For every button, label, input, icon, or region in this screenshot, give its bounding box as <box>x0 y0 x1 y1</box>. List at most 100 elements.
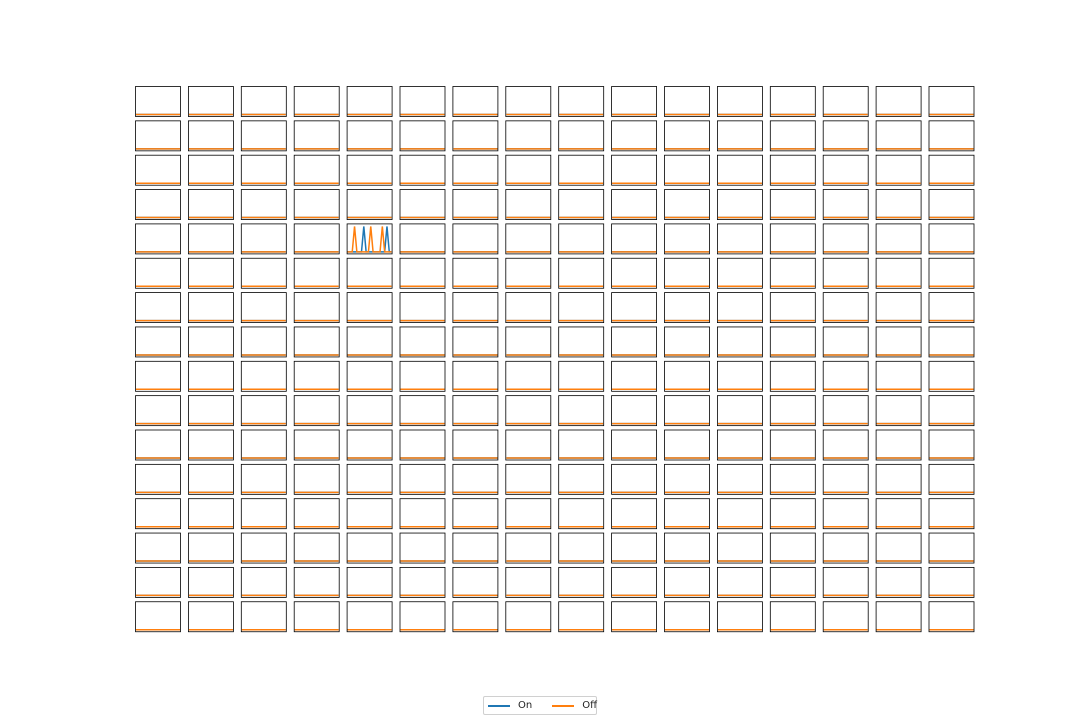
panel-13-10 <box>664 532 710 564</box>
panel-frame <box>875 154 922 186</box>
panel-0-12 <box>769 86 816 117</box>
panel-2-3 <box>293 154 340 186</box>
panel-14-4 <box>346 567 393 598</box>
panel-frame <box>505 360 552 392</box>
panel-13-11 <box>717 532 763 564</box>
panel-frame <box>240 223 287 255</box>
panel-frame <box>452 326 499 358</box>
panel-frame <box>135 395 181 427</box>
panel-frame <box>452 86 499 117</box>
panel-frame <box>928 463 975 495</box>
panel-9-15 <box>928 395 975 427</box>
panel-frame <box>346 292 393 324</box>
panel-14-9 <box>611 567 657 598</box>
panel-frame <box>135 326 181 358</box>
panel-0-10 <box>664 86 710 117</box>
panel-10-11 <box>717 429 763 461</box>
panel-15-12 <box>769 601 816 633</box>
panel-frame <box>399 326 446 358</box>
panel-frame <box>399 120 446 152</box>
panel-2-12 <box>769 154 816 186</box>
panel-frame <box>664 326 710 358</box>
panel-frame <box>240 601 287 633</box>
panel-7-12 <box>769 326 816 358</box>
panel-0-15 <box>928 86 975 117</box>
panel-frame <box>293 532 340 564</box>
panel-6-6 <box>452 292 499 324</box>
panel-13-9 <box>611 532 657 564</box>
panel-6-0 <box>135 292 181 324</box>
panel-10-12 <box>769 429 816 461</box>
panel-2-1 <box>187 154 234 186</box>
panel-14-11 <box>717 567 763 598</box>
panel-frame <box>769 601 816 633</box>
panel-frame <box>505 120 552 152</box>
panel-frame <box>769 567 816 598</box>
panel-frame <box>875 86 922 117</box>
panel-12-6 <box>452 498 499 530</box>
legend-label-off: Off <box>582 700 597 711</box>
panel-15-2 <box>240 601 287 633</box>
panel-15-10 <box>664 601 710 633</box>
panel-4-2 <box>240 223 287 255</box>
panel-frame <box>399 601 446 633</box>
panel-5-7 <box>505 257 552 289</box>
panel-frame <box>558 498 605 530</box>
panel-9-5 <box>399 395 446 427</box>
panel-2-6 <box>452 154 499 186</box>
panel-14-10 <box>664 567 710 598</box>
panel-10-4 <box>346 429 393 461</box>
panel-8-14 <box>875 360 922 392</box>
panel-1-4 <box>346 120 393 152</box>
panel-1-3 <box>293 120 340 152</box>
panel-11-13 <box>822 463 869 495</box>
panel-frame <box>717 292 763 324</box>
panel-7-11 <box>717 326 763 358</box>
panel-5-8 <box>558 257 605 289</box>
panel-5-15 <box>928 257 975 289</box>
panel-frame <box>240 154 287 186</box>
panel-frame <box>717 120 763 152</box>
panel-frame <box>346 429 393 461</box>
panel-frame <box>822 395 869 427</box>
panel-15-14 <box>875 601 922 633</box>
panel-12-3 <box>293 498 340 530</box>
panel-9-9 <box>611 395 657 427</box>
panel-frame <box>346 395 393 427</box>
panel-12-14 <box>875 498 922 530</box>
panel-frame <box>452 189 499 220</box>
panel-frame <box>346 498 393 530</box>
panel-frame <box>928 120 975 152</box>
panel-11-0 <box>135 463 181 495</box>
panel-8-8 <box>558 360 605 392</box>
panel-frame <box>346 601 393 633</box>
panel-frame <box>293 189 340 220</box>
panel-12-10 <box>664 498 710 530</box>
panel-2-10 <box>664 154 710 186</box>
panel-frame <box>558 120 605 152</box>
panel-4-7 <box>505 223 552 255</box>
panel-frame <box>399 292 446 324</box>
panel-frame <box>505 601 552 633</box>
panel-14-6 <box>452 567 499 598</box>
panel-12-15 <box>928 498 975 530</box>
panel-15-4 <box>346 601 393 633</box>
panel-frame <box>664 120 710 152</box>
panel-frame <box>505 292 552 324</box>
panel-4-12 <box>769 223 816 255</box>
panel-3-11 <box>717 189 763 220</box>
panel-10-1 <box>187 429 234 461</box>
panel-2-15 <box>928 154 975 186</box>
panel-13-13 <box>822 532 869 564</box>
panel-frame <box>875 120 922 152</box>
panel-frame <box>187 567 234 598</box>
panel-frame <box>822 120 869 152</box>
panel-0-0 <box>135 86 181 117</box>
panel-frame <box>505 429 552 461</box>
panel-8-15 <box>928 360 975 392</box>
panel-14-2 <box>240 567 287 598</box>
panel-frame <box>240 360 287 392</box>
panel-frame <box>928 601 975 633</box>
panel-2-7 <box>505 154 552 186</box>
panel-0-7 <box>505 86 552 117</box>
